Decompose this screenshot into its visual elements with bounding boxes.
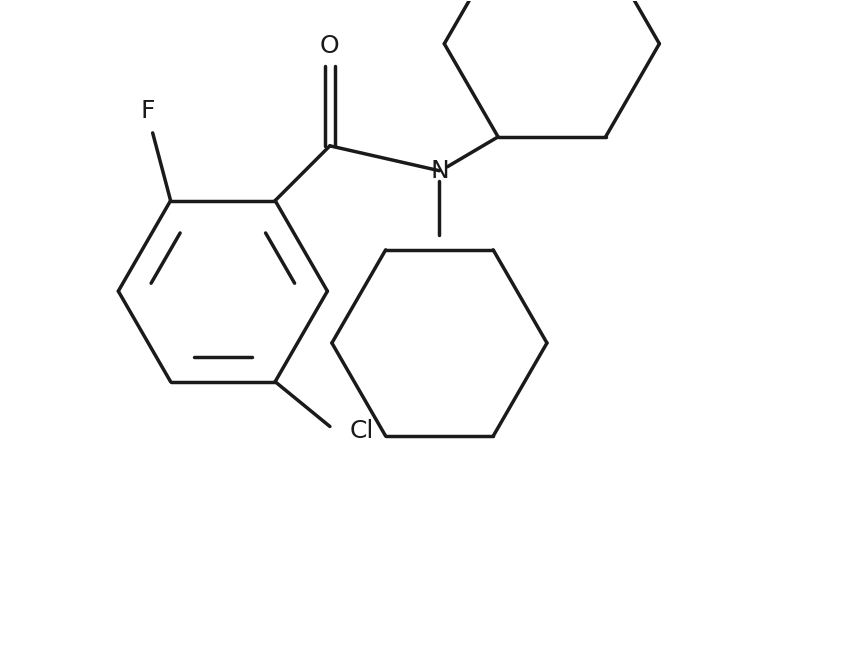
Text: N: N xyxy=(430,159,449,183)
Text: Cl: Cl xyxy=(349,419,374,443)
Text: O: O xyxy=(320,34,340,58)
Text: F: F xyxy=(140,99,155,123)
